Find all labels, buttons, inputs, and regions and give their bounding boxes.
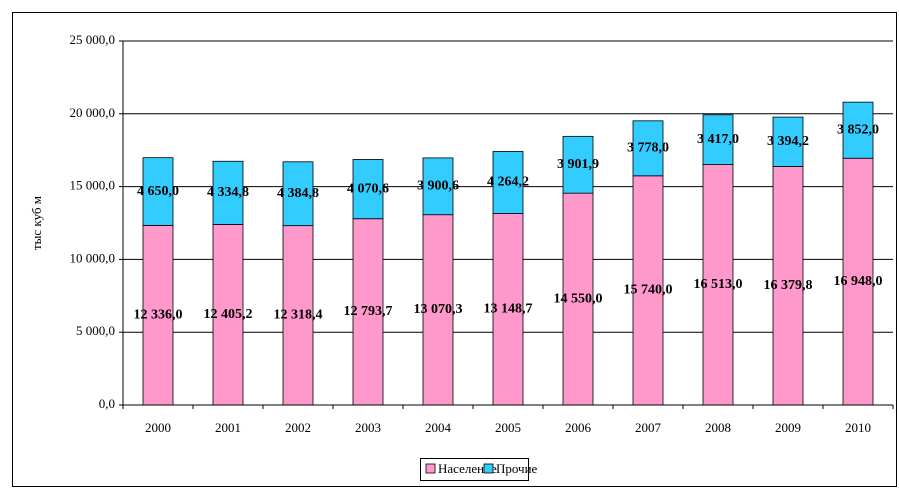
bar-segment: [282, 161, 314, 227]
y-tick-label: 25 000,0: [70, 32, 116, 47]
data-label: 4 650,0: [137, 184, 179, 199]
data-label: 4 264,2: [487, 175, 529, 190]
x-tick-label: 2002: [285, 420, 311, 435]
chart-frame: [12, 12, 897, 487]
bar-segment: [352, 218, 384, 406]
bar-segment: [562, 135, 594, 194]
x-tick-label: 2003: [355, 420, 381, 435]
bar-segment: [772, 166, 804, 406]
bar-segment: [492, 151, 524, 214]
bar-segment: [702, 164, 734, 406]
data-label: 3 778,0: [627, 141, 669, 156]
data-label: 12 318,4: [274, 308, 323, 323]
x-tick-label: 2009: [775, 420, 801, 435]
y-tick-label: 15 000,0: [70, 178, 116, 193]
data-label: 3 852,0: [837, 122, 879, 137]
bar-segment: [212, 223, 244, 406]
data-label: 4 334,8: [207, 185, 249, 200]
data-label: 15 740,0: [624, 283, 673, 298]
x-tick-label: 2007: [635, 420, 662, 435]
bar-segment: [772, 116, 804, 167]
x-tick-label: 2004: [425, 420, 452, 435]
legend-label: Население: [438, 461, 497, 476]
x-tick-label: 2006: [565, 420, 592, 435]
x-tick-label: 2010: [845, 420, 871, 435]
y-tick-label: 20 000,0: [70, 105, 116, 120]
data-label: 14 550,0: [554, 291, 603, 306]
data-label: 13 148,7: [484, 301, 533, 316]
data-label: 4 384,8: [277, 186, 319, 201]
data-label: 3 394,2: [767, 134, 809, 149]
x-tick-label: 2001: [215, 420, 241, 435]
data-label: 16 379,8: [764, 278, 813, 293]
data-label: 3 901,9: [557, 157, 599, 172]
bar-segment: [492, 213, 524, 406]
bar-segment: [632, 120, 664, 177]
y-tick-label: 0,0: [99, 396, 115, 411]
y-axis-label: тыс куб м: [29, 196, 44, 250]
bar-segment: [842, 101, 874, 159]
data-label: 12 336,0: [134, 307, 183, 322]
data-label: 4 070,6: [347, 181, 389, 196]
x-tick-label: 2000: [145, 420, 171, 435]
bar-segment: [142, 224, 174, 406]
legend-box: [420, 458, 529, 481]
data-label: 3 417,0: [697, 132, 739, 147]
bar-segment: [352, 159, 384, 220]
x-tick-label: 2005: [495, 420, 521, 435]
bar-segment: [422, 214, 454, 406]
y-tick-label: 10 000,0: [70, 250, 116, 265]
data-label: 13 070,3: [414, 302, 463, 317]
x-tick-label: 2008: [705, 420, 731, 435]
legend-swatch: [483, 463, 494, 474]
bar-segment: [422, 157, 454, 216]
data-label: 16 513,0: [694, 277, 743, 292]
legend-label: Прочие: [496, 461, 538, 476]
bar-segment: [212, 160, 244, 225]
y-tick-label: 5 000,0: [76, 323, 115, 338]
legend-swatch: [425, 463, 436, 474]
bar-segment: [142, 157, 174, 226]
data-label: 3 900,6: [417, 179, 459, 194]
bar-segment: [702, 114, 734, 165]
data-label: 12 405,2: [204, 307, 253, 322]
data-label: 12 793,7: [344, 304, 393, 319]
data-label: 16 948,0: [834, 274, 883, 289]
